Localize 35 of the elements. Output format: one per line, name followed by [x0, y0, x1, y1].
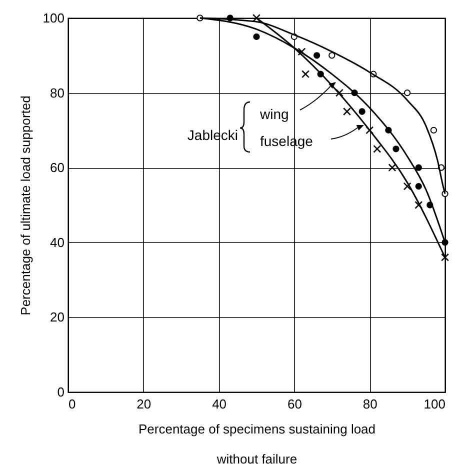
point	[358, 108, 366, 115]
y-axis-title: Percentage of ultimate load supported	[18, 96, 33, 316]
y-tick-label: 40	[50, 234, 64, 250]
x-axis-title: Percentage of specimens sustaining load without failure	[138, 422, 376, 466]
x-tick-label: 20	[136, 396, 152, 412]
annotation: wing	[259, 106, 289, 122]
y-tick-label: 60	[50, 160, 64, 176]
point	[440, 253, 450, 262]
y-tick-label: 0	[57, 384, 64, 400]
point	[403, 182, 412, 190]
point	[388, 164, 396, 172]
point	[342, 107, 351, 116]
point	[335, 88, 344, 97]
point	[298, 48, 306, 56]
x-tick-label: 60	[287, 396, 302, 412]
x-tick-label: 100	[424, 396, 446, 412]
y-tick-label: 100	[42, 10, 64, 26]
point	[313, 52, 320, 59]
x-tick-label: 80	[362, 396, 378, 412]
point	[253, 33, 260, 40]
point	[392, 146, 400, 152]
y-tick-label: 20	[50, 310, 64, 325]
x-tick-label: 40	[212, 396, 227, 412]
point	[430, 126, 438, 134]
point	[404, 89, 411, 96]
point	[415, 164, 422, 171]
point	[373, 144, 382, 153]
point	[328, 52, 336, 59]
point	[252, 14, 261, 22]
y-tick-label: 80	[50, 85, 64, 100]
point	[414, 200, 423, 210]
point	[366, 126, 374, 134]
x-tick-label: 0	[68, 396, 76, 412]
point	[415, 182, 422, 190]
point	[302, 70, 310, 78]
